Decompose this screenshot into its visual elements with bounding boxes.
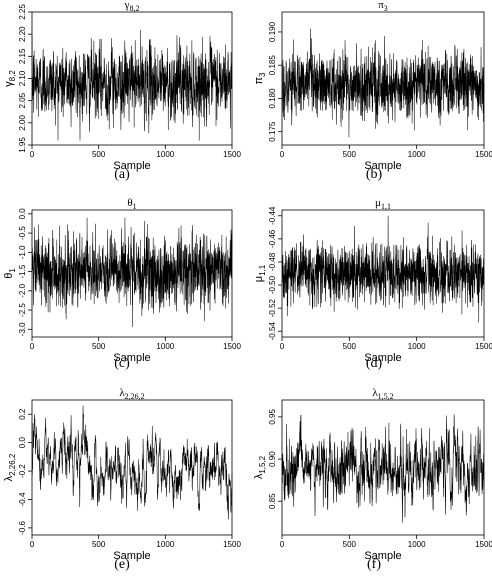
panel-caption: (d) (366, 356, 383, 371)
y-tick-label: 2.00 (18, 115, 27, 131)
trace-panel-d: 0 500 1000 1500 -0.44 -0.46 -0.48 -0.50 -0.52 -0.… (253, 197, 492, 371)
x-tick-label: 0 (30, 150, 35, 159)
panel-title: γ8,2 (124, 0, 140, 13)
trace-panel-c: 0 500 1000 1500 0.0 -0.5 -1.0 -1.5 -2.0 -2.5 -3.0 θ… (3, 197, 241, 371)
y-tick-label: 2.25 (18, 4, 27, 20)
x-tick-label: 500 (92, 150, 106, 159)
x-tick-label: 500 (343, 342, 357, 351)
y-tick-label: 0.85 (268, 493, 277, 509)
trace-panel-b: 0 500 1000 1500 0.175 0.180 0.185 0.190 π3 π3 Samp… (253, 0, 492, 182)
y-tick-label: -3.0 (18, 322, 27, 336)
x-tick-label: 0 (30, 342, 35, 351)
x-tick-label: 0 (280, 342, 285, 351)
y-tick-label: -0.46 (268, 229, 277, 248)
y-axis-label: γ8,2 (3, 70, 17, 87)
x-tick-label: 1000 (156, 150, 174, 159)
y-tick-label: -0.54 (268, 322, 277, 341)
y-axis-label: λ1,5,2 (253, 455, 267, 479)
plot-frame (281, 11, 485, 146)
x-axis-label: Sample (113, 352, 150, 364)
x-tick-label: 500 (343, 540, 357, 549)
y-axis-label: π3 (253, 72, 267, 85)
trace-panel-e: 0 500 1000 1500 0.2 0.0 -0.2 -0.4 -0.6 λ2,26,2 λ2,… (3, 387, 241, 572)
panel-caption: (e) (114, 557, 130, 572)
y-tick-label: -0.48 (268, 252, 277, 271)
x-tick-label: 500 (92, 540, 106, 549)
plot-frame (281, 209, 485, 338)
y-tick-label: 0.90 (268, 451, 277, 467)
x-tick-label: 1500 (475, 150, 492, 159)
x-tick-label: 1000 (156, 540, 174, 549)
trace-line (281, 215, 485, 323)
y-tick-label: 1.95 (18, 137, 27, 153)
x-axis-label: Sample (364, 550, 401, 562)
x-tick-label: 0 (280, 540, 285, 549)
y-tick-label: -0.2 (18, 464, 27, 478)
y-tick-label: 0.0 (18, 437, 27, 449)
y-tick-label: -0.52 (268, 298, 277, 317)
x-tick-label: 1000 (408, 540, 426, 549)
trace-line (281, 28, 485, 138)
y-tick-label: 0.180 (268, 88, 277, 109)
trace-line (281, 414, 485, 523)
y-tick-label: 2.05 (18, 92, 27, 108)
trace-panel-f: 0 500 1000 1500 0.85 0.90 0.95 λ1,5,2 λ1,5,2 Samp… (253, 387, 492, 572)
y-tick-label: 0.2 (18, 408, 27, 420)
plot-frame (31, 399, 233, 536)
y-tick-label: -1.5 (18, 264, 27, 278)
y-tick-label: 0.185 (268, 55, 277, 76)
panel-title: λ2,26,2 (119, 387, 144, 401)
y-tick-label: -0.44 (268, 206, 277, 225)
x-axis-label: Sample (113, 160, 150, 172)
plot-frame (31, 209, 233, 338)
x-tick-label: 1500 (223, 150, 241, 159)
y-tick-label: -0.50 (268, 275, 277, 294)
x-tick-label: 500 (343, 150, 357, 159)
plot-frame (281, 399, 485, 536)
x-tick-label: 1500 (223, 342, 241, 351)
x-tick-label: 1000 (408, 342, 426, 351)
x-axis-label: Sample (113, 550, 150, 562)
y-tick-label: 2.15 (18, 48, 27, 64)
x-tick-label: 0 (30, 540, 35, 549)
x-tick-label: 1500 (475, 540, 492, 549)
y-tick-label: 0.95 (268, 409, 277, 425)
x-tick-label: 1000 (408, 150, 426, 159)
panel-title: π3 (378, 0, 388, 13)
y-tick-label: 0.0 (18, 208, 27, 220)
y-tick-label: -2.5 (18, 303, 27, 317)
panel-title: λ1,5,2 (372, 387, 393, 401)
trace-line (31, 405, 233, 520)
y-tick-label: -0.4 (18, 492, 27, 506)
y-tick-label: 0.190 (268, 21, 277, 42)
trace-line (31, 29, 233, 141)
x-axis-label: Sample (364, 352, 401, 364)
panel-caption: (a) (114, 167, 130, 182)
x-tick-label: 1500 (223, 540, 241, 549)
trace-panel-a: 0 500 1000 1500 1.95 2.00 2.05 2.10 2.15 2.20 2.25… (3, 0, 241, 182)
y-axis-label: λ2,26,2 (3, 453, 17, 481)
y-tick-label: 2.20 (18, 26, 27, 42)
x-tick-label: 0 (280, 150, 285, 159)
y-axis-label: μ1,1 (253, 264, 267, 282)
y-tick-label: -1.0 (18, 245, 27, 259)
x-tick-label: 1500 (475, 342, 492, 351)
y-axis-label: θ1 (3, 268, 17, 279)
panel-caption: (f) (367, 557, 381, 572)
y-tick-label: 0.175 (268, 121, 277, 142)
y-tick-label: 2.10 (18, 70, 27, 86)
x-axis-label: Sample (364, 160, 401, 172)
y-tick-label: -2.0 (18, 283, 27, 297)
panel-caption: (c) (114, 356, 130, 371)
x-tick-label: 500 (92, 342, 106, 351)
panel-title: θ1 (127, 197, 136, 211)
panel-title: μ1,1 (375, 197, 391, 211)
panel-caption: (b) (366, 167, 383, 182)
y-tick-label: -0.5 (18, 226, 27, 240)
y-tick-label: -0.6 (18, 520, 27, 534)
trace-line (31, 217, 233, 327)
x-tick-label: 1000 (156, 342, 174, 351)
